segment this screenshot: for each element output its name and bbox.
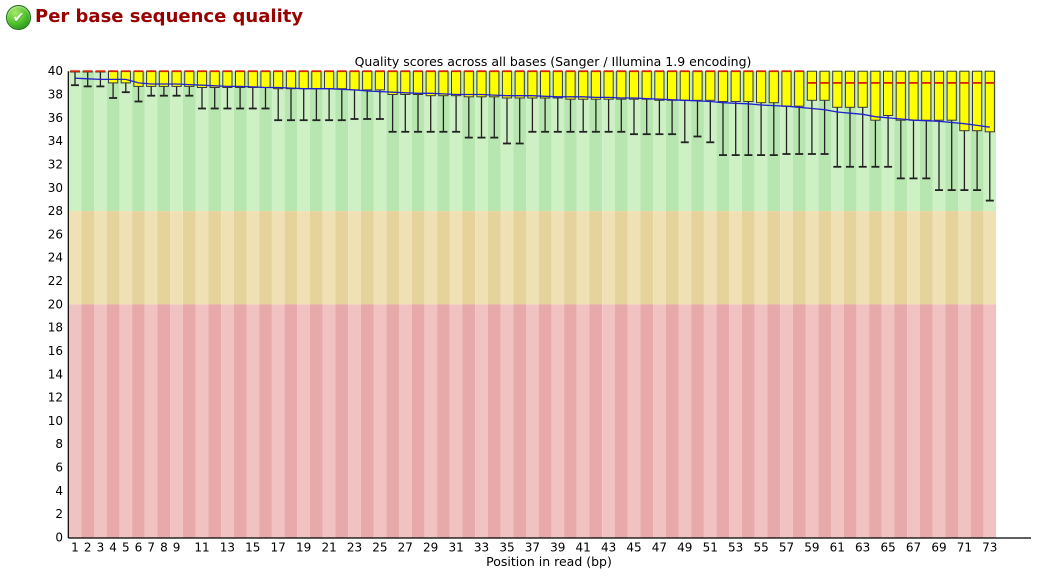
svg-text:15: 15: [245, 541, 260, 555]
svg-text:33: 33: [474, 541, 489, 555]
svg-text:22: 22: [48, 274, 63, 288]
svg-text:9: 9: [173, 541, 181, 555]
svg-text:28: 28: [48, 204, 63, 218]
svg-text:41: 41: [576, 541, 591, 555]
svg-text:4: 4: [55, 484, 63, 498]
svg-text:2: 2: [55, 507, 63, 521]
svg-text:36: 36: [48, 111, 63, 125]
svg-text:16: 16: [48, 344, 63, 358]
svg-text:7: 7: [147, 541, 155, 555]
svg-text:20: 20: [48, 297, 63, 311]
mean-quality-line: [74, 77, 990, 128]
svg-text:4: 4: [109, 541, 117, 555]
svg-text:61: 61: [830, 541, 845, 555]
quality-zones: [68, 71, 997, 538]
svg-text:24: 24: [48, 251, 63, 265]
svg-text:26: 26: [48, 227, 63, 241]
svg-text:47: 47: [652, 541, 667, 555]
svg-text:67: 67: [906, 541, 921, 555]
svg-text:13: 13: [220, 541, 235, 555]
svg-text:21: 21: [321, 541, 336, 555]
svg-text:57: 57: [779, 541, 794, 555]
svg-text:35: 35: [499, 541, 514, 555]
svg-text:27: 27: [398, 541, 413, 555]
svg-text:43: 43: [601, 541, 616, 555]
section-header: ✔ Per base sequence quality: [6, 4, 303, 30]
svg-text:73: 73: [982, 541, 997, 555]
svg-text:31: 31: [448, 541, 463, 555]
svg-text:18: 18: [48, 321, 63, 335]
x-axis-tick-labels: 1 2 3 4 5 6 7 8 9 11 13 15 17 19 21 23 25 27 29 31 33 35 37 39 4…: [71, 541, 997, 555]
svg-text:0: 0: [55, 531, 63, 545]
svg-text:23: 23: [347, 541, 362, 555]
svg-text:19: 19: [296, 541, 311, 555]
svg-text:25: 25: [372, 541, 387, 555]
axes: [67, 71, 1031, 539]
svg-text:39: 39: [550, 541, 565, 555]
svg-text:37: 37: [525, 541, 540, 555]
quartile-boxes: [69, 70, 995, 133]
svg-text:14: 14: [48, 367, 63, 381]
svg-text:69: 69: [931, 541, 946, 555]
svg-text:40: 40: [48, 64, 63, 78]
svg-text:30: 30: [48, 181, 63, 195]
svg-text:1: 1: [71, 541, 79, 555]
check-glyph: ✔: [12, 9, 25, 26]
svg-text:17: 17: [271, 541, 286, 555]
chart-title: Quality scores across all bases (Sanger …: [355, 54, 752, 69]
svg-text:71: 71: [957, 541, 972, 555]
svg-text:8: 8: [55, 437, 63, 451]
svg-text:5: 5: [122, 541, 130, 555]
svg-text:49: 49: [677, 541, 692, 555]
svg-text:29: 29: [423, 541, 438, 555]
svg-text:63: 63: [855, 541, 870, 555]
pass-check-icon: ✔: [6, 5, 31, 30]
svg-text:2: 2: [84, 541, 92, 555]
x-axis-label: Position in read (bp): [486, 554, 612, 569]
svg-text:6: 6: [135, 541, 143, 555]
svg-text:65: 65: [880, 541, 895, 555]
svg-text:11: 11: [194, 541, 209, 555]
svg-text:8: 8: [160, 541, 168, 555]
svg-text:34: 34: [48, 134, 63, 148]
svg-text:45: 45: [626, 541, 641, 555]
svg-text:12: 12: [48, 391, 63, 405]
svg-text:55: 55: [753, 541, 768, 555]
svg-text:51: 51: [703, 541, 718, 555]
svg-text:10: 10: [48, 414, 63, 428]
svg-text:53: 53: [728, 541, 743, 555]
section-title: Per base sequence quality: [35, 6, 304, 27]
svg-text:59: 59: [804, 541, 819, 555]
svg-text:6: 6: [55, 461, 63, 475]
svg-text:3: 3: [97, 541, 105, 555]
svg-text:32: 32: [48, 158, 63, 172]
svg-text:38: 38: [48, 88, 63, 102]
